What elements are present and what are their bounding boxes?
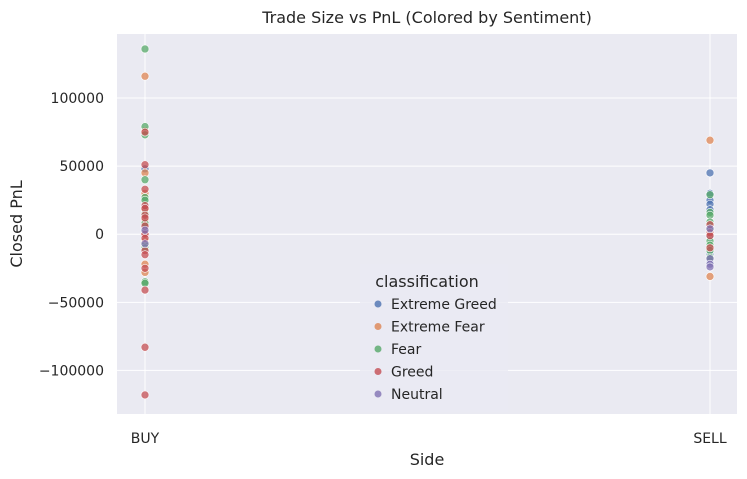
data-point	[705, 168, 715, 178]
y-tick-label: 50000	[59, 159, 104, 175]
legend-marker	[374, 323, 382, 330]
data-point	[140, 160, 150, 170]
data-point	[705, 224, 715, 234]
data-point	[140, 175, 150, 185]
data-point	[140, 44, 150, 54]
legend-label: Greed	[391, 365, 433, 381]
tick-labels: 100000 50000 0 −50000 −100000 BUY SELL	[39, 91, 727, 447]
y-axis-title: Closed PnL	[7, 180, 26, 267]
data-point	[705, 135, 715, 145]
data-point	[140, 239, 150, 249]
y-tick-label: 0	[95, 227, 104, 243]
data-point	[140, 213, 150, 223]
y-tick-label: −100000	[39, 363, 104, 379]
legend-marker	[374, 390, 382, 398]
legend-marker	[374, 368, 382, 375]
legend-marker	[374, 345, 382, 353]
data-points	[140, 44, 715, 400]
legend-label: Extreme Greed	[391, 297, 497, 313]
data-point	[140, 285, 150, 295]
x-axis-title: Side	[410, 450, 445, 469]
data-point	[140, 342, 150, 352]
data-point	[140, 184, 150, 194]
chart-title: Trade Size vs PnL (Colored by Sentiment)	[261, 8, 592, 27]
data-point	[705, 262, 715, 272]
legend-box	[360, 264, 508, 412]
data-point	[705, 243, 715, 253]
x-tick-label: BUY	[131, 431, 160, 447]
data-point	[140, 71, 150, 81]
data-point	[140, 127, 150, 137]
data-point	[140, 250, 150, 259]
data-point	[705, 190, 715, 200]
legend-label: Fear	[391, 342, 421, 358]
data-point	[705, 272, 715, 281]
legend-items: Extreme Greed Extreme Fear Fear Greed Neutra…	[374, 297, 497, 403]
legend-label: Neutral	[391, 387, 443, 403]
y-tick-label: −50000	[48, 295, 104, 311]
legend-label: Extreme Fear	[391, 320, 485, 336]
y-tick-label: 100000	[51, 91, 104, 107]
data-point	[140, 225, 150, 235]
data-point	[140, 263, 150, 273]
legend-marker	[374, 300, 382, 308]
legend-title: classification	[375, 272, 479, 291]
x-tick-label: SELL	[693, 431, 727, 447]
legend: classification Extreme Greed Extreme Fear…	[360, 264, 508, 412]
data-point	[140, 390, 150, 400]
